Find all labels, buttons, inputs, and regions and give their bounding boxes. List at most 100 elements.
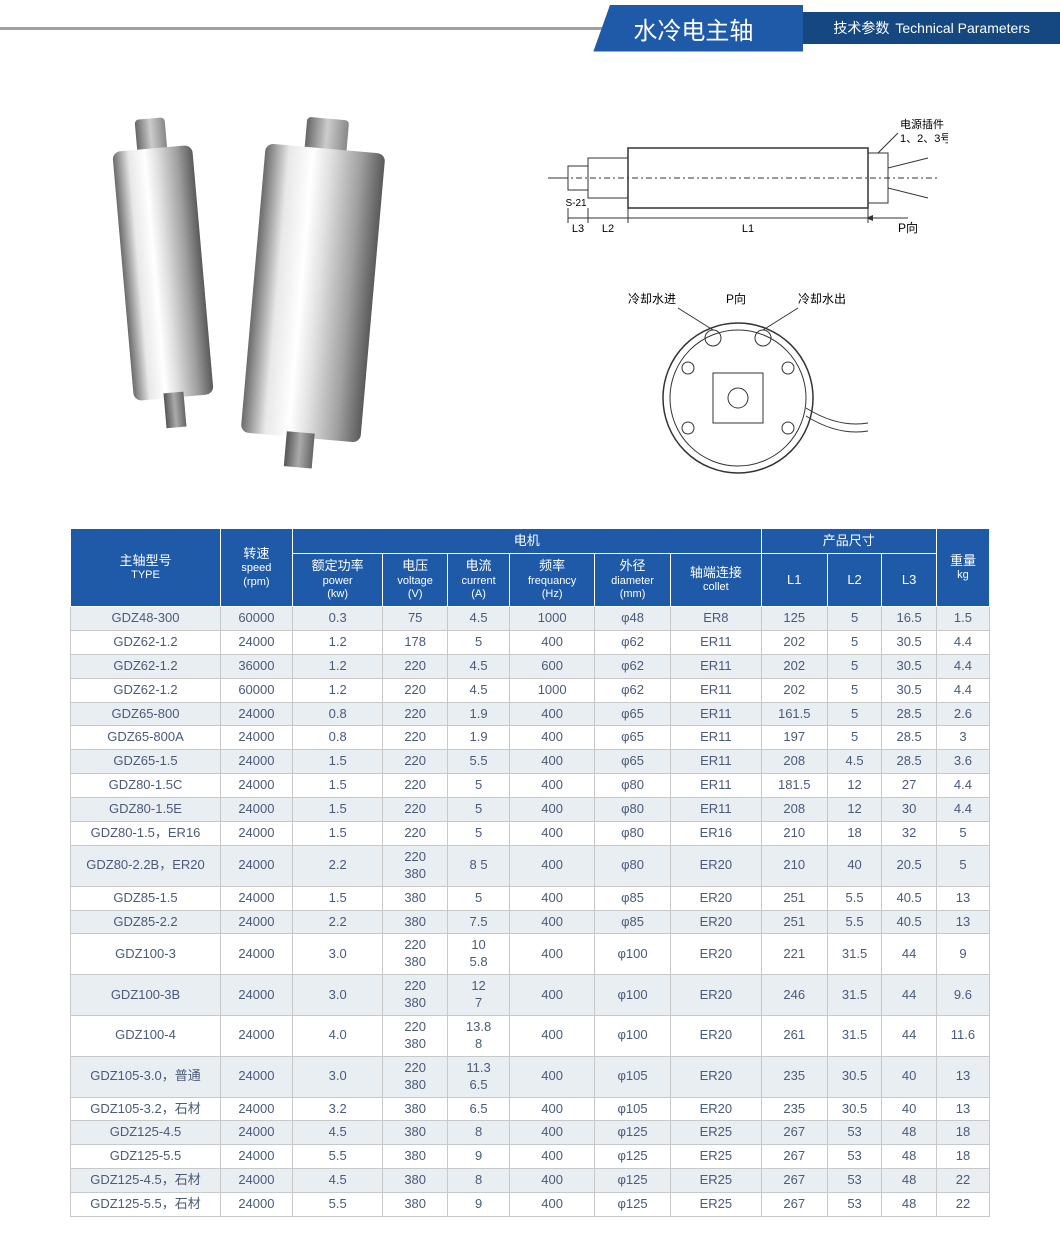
table-cell: 24000	[221, 1056, 293, 1097]
table-cell: 1.5	[292, 798, 383, 822]
table-cell: 400	[510, 934, 595, 975]
table-cell: 400	[510, 1097, 595, 1121]
table-cell: 13	[936, 1097, 989, 1121]
table-cell: 181.5	[761, 774, 827, 798]
table-row: GDZ105-3.0，普通240003.0220 38011.3 6.5400φ…	[71, 1056, 990, 1097]
spindle-photo-large	[228, 113, 398, 474]
table-cell: 400	[510, 845, 595, 886]
table-cell: φ105	[595, 1097, 671, 1121]
table-cell: 235	[761, 1097, 827, 1121]
table-cell: 261	[761, 1016, 827, 1057]
table-cell: 20.5	[882, 845, 937, 886]
table-cell: 24000	[221, 1145, 293, 1169]
table-cell: 210	[761, 822, 827, 846]
table-cell: φ85	[595, 910, 671, 934]
page-header: 水冷电主轴 技术参数 Technical Parameters	[0, 8, 1060, 48]
table-row: GDZ100-3B240003.0220 38012 7400φ100ER202…	[71, 975, 990, 1016]
table-cell: 53	[827, 1169, 882, 1193]
table-row: GDZ105-3.2，石材240003.23806.5400φ105ER2023…	[71, 1097, 990, 1121]
table-cell: 221	[761, 934, 827, 975]
table-cell: 5	[827, 630, 882, 654]
table-cell: φ100	[595, 1016, 671, 1057]
table-cell: 400	[510, 910, 595, 934]
dim-l3: L3	[571, 223, 583, 235]
table-cell: 1.5	[936, 607, 989, 631]
table-cell: GDZ125-4.5，石材	[71, 1169, 221, 1193]
table-cell: 0.3	[292, 607, 383, 631]
table-cell: ER20	[671, 934, 762, 975]
table-cell: φ62	[595, 654, 671, 678]
th-power: 额定功率 power (kw)	[292, 554, 383, 607]
table-cell: 24000	[221, 910, 293, 934]
table-cell: 5.5	[447, 750, 509, 774]
table-cell: GDZ100-3	[71, 934, 221, 975]
table-cell: φ125	[595, 1145, 671, 1169]
table-cell: 5	[936, 822, 989, 846]
table-cell: 11.6	[936, 1016, 989, 1057]
table-cell: 220	[383, 702, 447, 726]
table-cell: 2.2	[292, 845, 383, 886]
table-cell: 380	[383, 1169, 447, 1193]
table-cell: 18	[936, 1121, 989, 1145]
table-cell: GDZ100-3B	[71, 975, 221, 1016]
power-plug-label: 电源插件	[900, 117, 944, 131]
table-row: GDZ65-800240000.82201.9400φ65ER11161.552…	[71, 702, 990, 726]
table-cell: φ125	[595, 1169, 671, 1193]
table-cell: 400	[510, 822, 595, 846]
table-cell: ER11	[671, 702, 762, 726]
table-cell: 4.4	[936, 630, 989, 654]
table-cell: 40	[882, 1056, 937, 1097]
table-cell: 5	[827, 702, 882, 726]
table-cell: 220 380	[383, 1016, 447, 1057]
dim-s21: S-21	[565, 198, 587, 209]
page-subtitle: 技术参数 Technical Parameters	[803, 12, 1060, 44]
table-cell: 6.5	[447, 1097, 509, 1121]
table-cell: 24000	[221, 1169, 293, 1193]
table-cell: 235	[761, 1056, 827, 1097]
table-cell: 202	[761, 630, 827, 654]
table-cell: φ62	[595, 630, 671, 654]
table-cell: 380	[383, 1097, 447, 1121]
table-cell: 4.5	[827, 750, 882, 774]
th-l1: L1	[761, 554, 827, 607]
table-cell: 30	[882, 798, 937, 822]
table-cell: 9.6	[936, 975, 989, 1016]
table-cell: 30.5	[882, 678, 937, 702]
table-cell: 40	[882, 1097, 937, 1121]
table-cell: 2.6	[936, 702, 989, 726]
table-cell: 220	[383, 798, 447, 822]
table-cell: 24000	[221, 1016, 293, 1057]
table-cell: 380	[383, 1145, 447, 1169]
table-cell: ER11	[671, 678, 762, 702]
table-cell: 1000	[510, 678, 595, 702]
table-cell: 24000	[221, 845, 293, 886]
table-row: GDZ100-4240004.0220 38013.8 8400φ100ER20…	[71, 1016, 990, 1057]
table-cell: 5	[827, 607, 882, 631]
table-cell: GDZ62-1.2	[71, 678, 221, 702]
table-cell: 220	[383, 822, 447, 846]
table-cell: 267	[761, 1145, 827, 1169]
table-cell: 220	[383, 726, 447, 750]
table-cell: 1.5	[292, 886, 383, 910]
table-cell: φ62	[595, 678, 671, 702]
table-row: GDZ80-2.2B，ER20240002.2220 3808 5400φ80E…	[71, 845, 990, 886]
table-cell: ER20	[671, 1097, 762, 1121]
table-cell: ER20	[671, 910, 762, 934]
table-cell: 30.5	[827, 1097, 882, 1121]
table-cell: 400	[510, 774, 595, 798]
table-cell: 5	[827, 678, 882, 702]
table-row: GDZ62-1.2600001.22204.51000φ62ER11202530…	[71, 678, 990, 702]
table-row: GDZ100-3240003.0220 38010 5.8400φ100ER20…	[71, 934, 990, 975]
subtitle-cn: 技术参数	[833, 18, 889, 38]
table-cell: 12	[827, 798, 882, 822]
table-cell: 220 380	[383, 1056, 447, 1097]
table-cell: 24000	[221, 1097, 293, 1121]
table-cell: 24000	[221, 886, 293, 910]
table-cell: 400	[510, 750, 595, 774]
table-cell: GDZ105-3.0，普通	[71, 1056, 221, 1097]
table-row: GDZ80-1.5E240001.52205400φ80ER1120812304…	[71, 798, 990, 822]
table-cell: 13	[936, 886, 989, 910]
table-cell: 202	[761, 654, 827, 678]
table-cell: 380	[383, 1121, 447, 1145]
th-motor-group: 电机	[292, 529, 761, 554]
